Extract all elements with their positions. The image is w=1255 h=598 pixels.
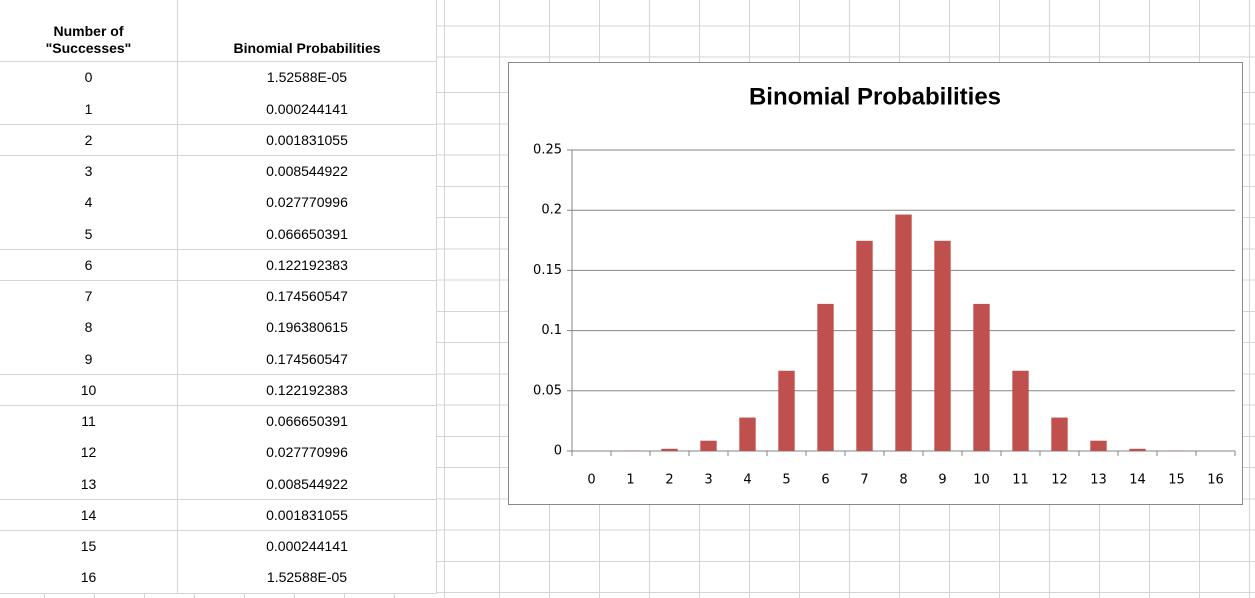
y-tick-label: 0 xyxy=(554,444,562,459)
cell: 0.066650391 xyxy=(178,218,437,250)
x-tick-label: 6 xyxy=(821,473,829,488)
x-tick-label: 4 xyxy=(743,473,751,488)
cell: 1.52588E-05 xyxy=(178,62,437,94)
x-tick-label: 3 xyxy=(704,473,712,488)
bar xyxy=(1090,440,1107,451)
cell: 0.000244141 xyxy=(178,93,437,125)
bar xyxy=(778,370,795,451)
header-text: Number of xyxy=(53,23,124,39)
cell: 10 xyxy=(0,374,178,407)
cell: 0.000244141 xyxy=(178,530,437,563)
bar xyxy=(934,240,951,451)
y-tick-label: 0.05 xyxy=(533,383,562,398)
x-tick-label: 15 xyxy=(1168,473,1185,488)
x-tick-label: 12 xyxy=(1051,473,1068,488)
bar xyxy=(973,303,990,451)
cell: 0.001831055 xyxy=(178,124,437,157)
cell: 3 xyxy=(0,155,178,188)
x-tick-label: 0 xyxy=(587,473,595,488)
cell: 0.001831055 xyxy=(178,499,437,532)
bar xyxy=(895,214,912,451)
bar xyxy=(1012,370,1029,451)
cell: 0.027770996 xyxy=(178,187,437,219)
cell: 0.174560547 xyxy=(178,343,437,375)
x-tick-label: 14 xyxy=(1129,473,1146,488)
cell: 11 xyxy=(0,405,178,438)
x-tick-label: 10 xyxy=(973,473,990,488)
cell: 4 xyxy=(0,187,178,219)
x-tick-label: 9 xyxy=(938,473,946,488)
chart-frame xyxy=(508,62,1243,505)
chart: Binomial Probabilities 0 0.05 0.1 0.15 0.2 0.… xyxy=(508,62,1243,505)
cell: 8 xyxy=(0,312,178,344)
cell: 0.008544922 xyxy=(178,155,437,188)
header-text: "Successes" xyxy=(45,40,132,56)
cell: 0.066650391 xyxy=(178,405,437,438)
x-tick-label: 7 xyxy=(860,473,868,488)
chart-title: Binomial Probabilities xyxy=(749,83,1001,110)
x-tick-label: 5 xyxy=(782,473,790,488)
cell: 1.52588E-05 xyxy=(178,562,437,594)
cell: 0.027770996 xyxy=(178,437,437,469)
cell: 0.122192383 xyxy=(178,249,437,282)
cell: 0.008544922 xyxy=(178,468,437,500)
header-cell: Number of "Successes" xyxy=(0,0,178,62)
header-text: Binomial Probabilities xyxy=(233,40,381,56)
bar xyxy=(1051,417,1068,451)
cell: 15 xyxy=(0,530,178,563)
x-tick-label: 1 xyxy=(626,473,634,488)
cell: 1 xyxy=(0,93,178,125)
header-cell: Binomial Probabilities xyxy=(178,0,437,62)
bar xyxy=(661,448,678,451)
cell: 2 xyxy=(0,124,178,157)
cell: 0.122192383 xyxy=(178,374,437,407)
cell: 12 xyxy=(0,437,178,469)
cell: 16 xyxy=(0,562,178,594)
cell: 7 xyxy=(0,280,178,313)
cell: 5 xyxy=(0,218,178,250)
x-tick-label: 11 xyxy=(1012,473,1029,488)
bar xyxy=(856,240,873,451)
x-tick-label: 2 xyxy=(665,473,673,488)
y-tick-label: 0.15 xyxy=(533,263,562,278)
y-tick-label: 0.2 xyxy=(541,203,562,218)
cell: 9 xyxy=(0,343,178,375)
bar xyxy=(700,440,717,451)
bar xyxy=(739,417,756,451)
x-tick-label: 16 xyxy=(1207,473,1224,488)
cell: 13 xyxy=(0,468,178,500)
cell: 0.174560547 xyxy=(178,280,437,313)
cell: 6 xyxy=(0,249,178,282)
cell: 0.196380615 xyxy=(178,312,437,344)
cell: 14 xyxy=(0,499,178,532)
x-tick-label: 8 xyxy=(899,473,907,488)
x-tick-label: 13 xyxy=(1090,473,1107,488)
bar xyxy=(817,303,834,451)
cell: 0 xyxy=(0,62,178,94)
bar xyxy=(1129,448,1146,451)
y-tick-label: 0.1 xyxy=(541,323,562,338)
y-tick-label: 0.25 xyxy=(533,143,562,158)
